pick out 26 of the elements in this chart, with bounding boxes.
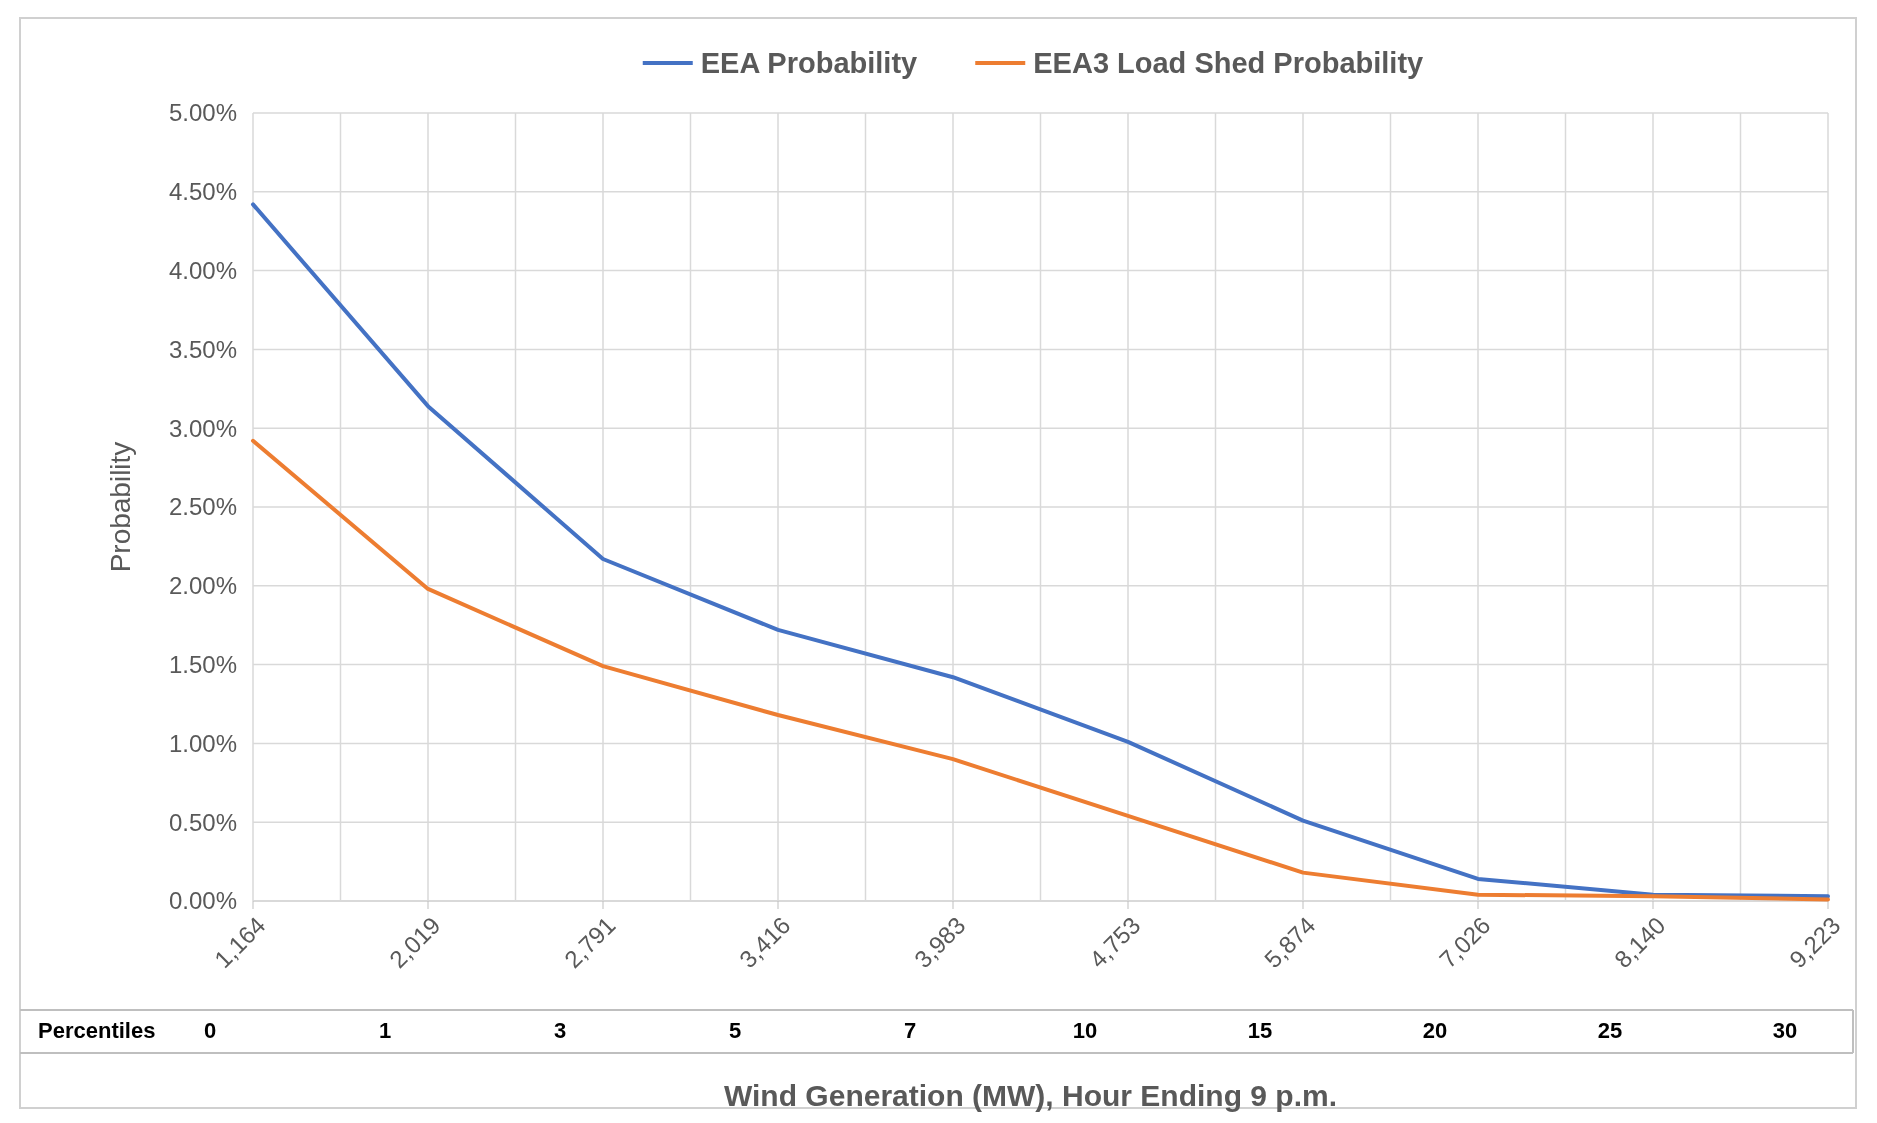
y-tick-label: 3.00% — [168, 414, 237, 442]
y-tick-label: 2.00% — [168, 572, 237, 600]
text: 20 — [1422, 1018, 1448, 1043]
text: Percentiles — [38, 1018, 156, 1043]
y-tick-label: 5.00% — [168, 99, 237, 127]
text: 1 — [378, 1018, 392, 1043]
text: 0 — [203, 1018, 217, 1043]
y-axis-title: Probability — [105, 441, 136, 573]
y-tick-label: 2.50% — [168, 493, 237, 521]
legend-label: EEA3 Load Shed Probability — [1033, 47, 1424, 80]
text: 25 — [1597, 1018, 1623, 1043]
y-tick-label: 4.50% — [168, 178, 237, 206]
text: 5 — [728, 1018, 742, 1043]
x-axis-title: Wind Generation (MW), Hour Ending 9 p.m. — [723, 1079, 1338, 1112]
y-tick-label: 0.50% — [168, 808, 237, 836]
y-tick-label: 0.00% — [168, 887, 237, 915]
text: 10 — [1072, 1018, 1098, 1043]
legend-label: EEA Probability — [700, 47, 918, 80]
y-tick-label: 4.00% — [168, 257, 237, 284]
text: 30 — [1772, 1018, 1798, 1043]
y-tick-label: 1.00% — [168, 729, 237, 757]
y-tick-label: 3.50% — [168, 335, 237, 363]
text: 7 — [903, 1018, 917, 1043]
text: 3 — [553, 1018, 567, 1043]
text: 15 — [1247, 1018, 1273, 1043]
y-tick-label: 1.50% — [168, 651, 237, 678]
